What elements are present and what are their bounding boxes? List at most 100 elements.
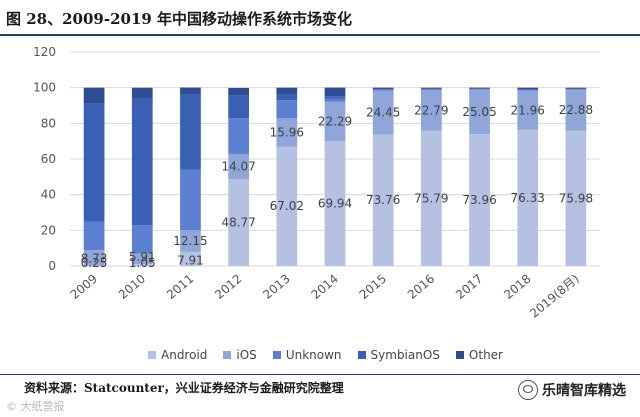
- bar-segment-android: [276, 146, 298, 266]
- legend-item-symbianos: SymbianOS: [357, 348, 440, 362]
- x-tick-label: 2012: [212, 272, 244, 302]
- data-label: 15.96: [270, 125, 304, 139]
- data-label: 73.96: [462, 193, 496, 207]
- y-tick-label: 80: [41, 116, 56, 130]
- x-tick-label: 2017: [453, 272, 485, 302]
- bar-segment-ios: [372, 90, 394, 135]
- bar-segment-android: [228, 179, 249, 266]
- bar-segment-ios: [565, 89, 587, 131]
- bar-segment-ios: [228, 153, 249, 180]
- legend-label: Unknown: [285, 348, 342, 362]
- legend-item-other: Other: [455, 348, 503, 362]
- bar-segment-unknown: [131, 225, 153, 254]
- legend-swatch: [148, 351, 156, 359]
- bar-segment-ios: [517, 90, 539, 130]
- watermark-left: © 大纸营报: [6, 400, 65, 413]
- bar-segment-ios: [324, 101, 346, 142]
- source-note: 资料来源：Statcounter，兴业证券经济与金融研究院整理: [24, 381, 344, 395]
- bar-segment-android: [131, 264, 153, 266]
- bar-segment-symbianos: [372, 89, 394, 90]
- data-label: 67.02: [270, 199, 304, 213]
- data-label: 1.05: [129, 256, 156, 270]
- data-label: 69.94: [318, 197, 352, 211]
- bar-segment-symbianos: [180, 94, 201, 170]
- data-label: 14.07: [221, 159, 255, 173]
- bar-segment-unknown: [228, 118, 249, 154]
- bar-segment-android: [324, 141, 346, 266]
- bar-segment-other: [180, 87, 201, 95]
- stacked-bar-chart: 0 20 40 60 80 100 120 2009 2010 2011 2012 2013 2014 2…: [33, 45, 600, 321]
- bar-segment-other: [517, 87, 539, 90]
- bar-segment-android: [421, 130, 442, 266]
- bar-segment-ios: [83, 249, 105, 266]
- x-tick-label: 2018: [501, 272, 533, 302]
- data-label: 7.91: [177, 254, 204, 268]
- data-label: 22.88: [559, 103, 593, 117]
- bar-segment-ios: [276, 118, 298, 147]
- legend-swatch: [357, 351, 366, 359]
- x-tick-label: 2016: [405, 272, 437, 302]
- x-tick-label: 2010: [116, 272, 148, 302]
- bar-segment-ios: [180, 230, 201, 252]
- data-label: 24.45: [366, 106, 400, 120]
- x-tick-label: 2011: [164, 272, 196, 302]
- y-tick-label: 40: [41, 188, 56, 202]
- bar-segment-android: [565, 130, 587, 266]
- bar-segment-unknown: [469, 88, 490, 90]
- x-tick-label: 2009: [68, 272, 100, 302]
- legend-swatch: [455, 351, 464, 359]
- legend-item-ios: iOS: [223, 348, 257, 362]
- x-tick-label: 2013: [260, 272, 292, 302]
- data-label: 25.05: [462, 105, 496, 119]
- data-label: 5.91: [129, 250, 156, 264]
- y-tick-label: 0: [48, 259, 56, 273]
- x-tick-label: 2014: [309, 272, 341, 302]
- bar-segment-unknown: [324, 98, 346, 102]
- legend-swatch: [223, 351, 232, 359]
- legend-label: Other: [468, 348, 503, 362]
- bar-segment-symbianos: [131, 98, 153, 226]
- data-label: 75.79: [414, 191, 448, 205]
- data-label: 22.29: [318, 114, 352, 128]
- bar-segment-ios: [469, 89, 490, 135]
- y-tick-label: 60: [41, 152, 56, 166]
- y-tick-label: 120: [33, 45, 56, 59]
- bar-segment-unknown: [565, 88, 587, 90]
- data-label: 22.79: [414, 104, 448, 118]
- chart-legend: Android iOS Unknown SymbianOS Other: [148, 348, 503, 362]
- bar-segment-other: [228, 87, 249, 96]
- bar-segment-symbianos: [83, 103, 105, 222]
- legend-label: Android: [161, 348, 208, 362]
- bar-segment-symbianos: [276, 94, 298, 101]
- bar-segment-other: [83, 87, 105, 104]
- data-label: 73.76: [366, 193, 400, 207]
- bar-segment-unknown: [517, 89, 539, 91]
- bar-segment-other: [276, 87, 298, 95]
- data-label: 75.98: [559, 191, 593, 205]
- data-label: 48.77: [221, 216, 255, 230]
- x-tick-label: 2015: [357, 272, 389, 302]
- x-tick-label: 2019(8月): [527, 272, 582, 321]
- title-divider: [0, 34, 640, 36]
- watermark-right-text: 乐晴智库精选: [542, 383, 626, 399]
- bar-segment-android: [372, 134, 394, 266]
- data-label: 21.96: [511, 103, 545, 117]
- data-label: 12.15: [173, 234, 207, 248]
- data-label: 76.33: [511, 191, 545, 205]
- y-tick-label: 20: [41, 223, 56, 237]
- bar-segment-other: [469, 87, 490, 89]
- bar-segment-other: [421, 87, 442, 89]
- legend-swatch: [272, 351, 281, 359]
- bar-segment-android: [469, 134, 490, 266]
- bar-segment-unknown: [421, 89, 442, 91]
- legend-label: SymbianOS: [370, 348, 440, 362]
- bar-segment-android: [517, 129, 539, 266]
- wechat-icon: [518, 380, 538, 400]
- legend-item-unknown: Unknown: [272, 348, 342, 362]
- legend-label: iOS: [236, 348, 257, 362]
- bar-segment-other: [372, 87, 394, 90]
- footer-divider: [0, 374, 640, 375]
- bar-segment-other: [131, 87, 153, 99]
- bar-segment-ios: [421, 90, 442, 131]
- bar-segment-other: [565, 87, 587, 89]
